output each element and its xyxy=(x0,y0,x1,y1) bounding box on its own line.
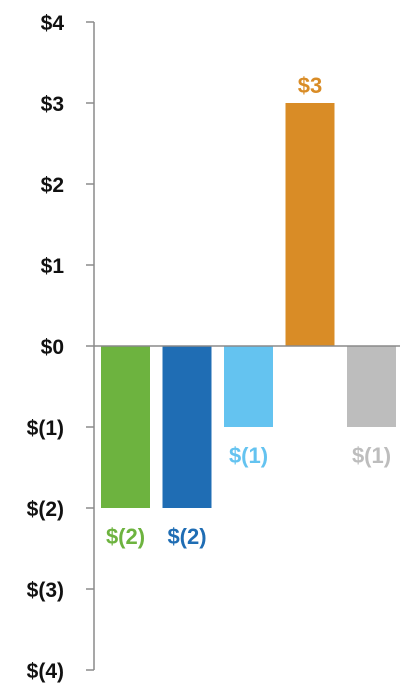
y-tick-label: $3 xyxy=(41,93,64,116)
bar-5 xyxy=(347,346,396,427)
y-tick-label: $2 xyxy=(41,174,64,197)
bar-1-data-label: $(2) xyxy=(106,524,145,549)
bar-1 xyxy=(101,346,150,508)
y-tick-label: $(1) xyxy=(27,417,64,440)
bar-2-data-label: $(2) xyxy=(167,524,206,549)
y-tick-label: $4 xyxy=(41,12,65,35)
y-tick-label: $(3) xyxy=(27,579,64,602)
bar-2 xyxy=(162,346,212,508)
y-tick-label: $(2) xyxy=(27,498,64,521)
bar-4-data-label: $3 xyxy=(298,73,322,98)
bar-3-data-label: $(1) xyxy=(229,443,268,468)
bar-4 xyxy=(285,103,335,346)
bar-5-data-label: $(1) xyxy=(352,443,391,468)
y-tick-label: $0 xyxy=(41,336,64,359)
y-tick-label: $(4) xyxy=(27,660,64,683)
bar-3 xyxy=(224,346,273,427)
y-tick-label: $1 xyxy=(41,255,65,278)
